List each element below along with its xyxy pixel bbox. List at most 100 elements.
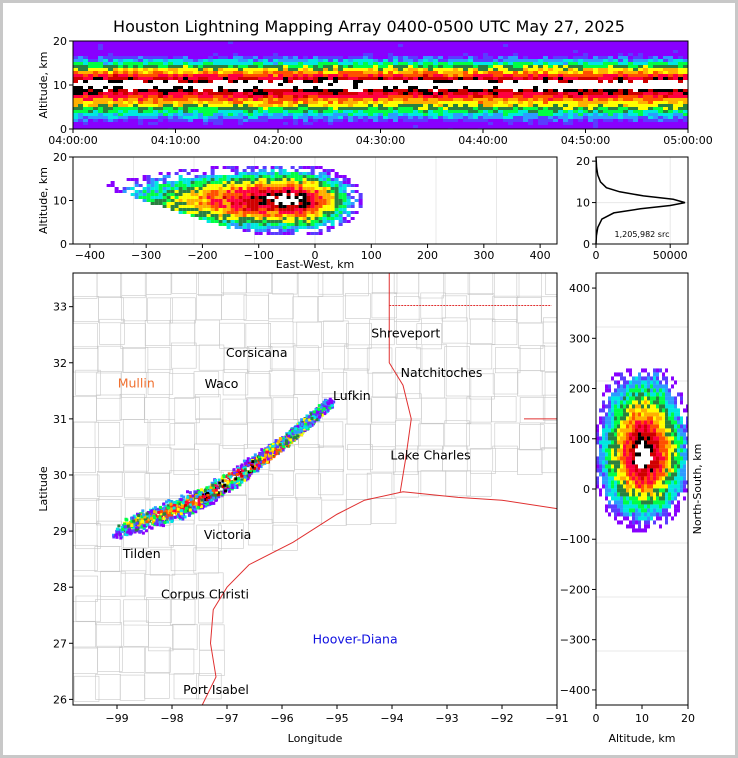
altitude-time-cell [553,110,558,113]
altitude-eastwest-cell [334,190,339,193]
altitude-time-cell [448,80,453,83]
altitude-time-cell [663,68,668,71]
altitude-time-cell [453,110,458,113]
altitude-time-cell [318,86,323,89]
altitude-eastwest-cell [222,223,227,226]
altitude-time-cell [373,71,378,74]
altitude-time-cell [388,59,393,62]
altitude-time-cell [103,59,108,62]
altitude-eastwest-cell [230,199,235,202]
altitude-time-cell [458,50,463,53]
altitude-eastwest-xtick-label: 0 [312,249,319,262]
altitude-eastwest-cell [322,181,327,184]
altitude-time-cell [73,116,78,119]
plan-view-county [196,524,222,551]
altitude-time-cell [618,92,623,95]
altitude-time-cell [178,86,183,89]
plan-view-county [73,675,100,702]
plan-view-county [345,293,371,319]
altitude-time-cell [263,86,268,89]
altitude-time-cell [213,101,218,104]
altitude-time-cell [668,107,673,110]
altitude-time-cell [168,95,173,98]
altitude-eastwest-cell [326,214,331,217]
altitude-time-cell [173,80,178,83]
altitude-time-cell [93,56,98,59]
altitude-eastwest-cell [294,172,299,175]
altitude-time-cell [418,44,423,47]
altitude-time-cell [468,101,473,104]
altitude-time-cell [263,83,268,86]
altitude-time-cell [558,65,563,68]
altitude-time-cell [503,89,508,92]
altitude-time-cell [353,101,358,104]
altitude-histogram-frame [595,156,689,245]
altitude-eastwest-cell [210,169,215,172]
altitude-time-cell [113,122,118,125]
altitude-time-cell [188,41,193,44]
altitude-time-cell [368,41,373,44]
altitude-time-cell [108,65,113,68]
altitude-eastwest-cell [266,187,271,190]
altitude-time-cell [118,122,123,125]
altitude-time-cell [133,116,138,119]
altitude-time-cell [633,122,638,125]
altitude-time-cell [268,113,273,116]
altitude-time-cell [608,86,613,89]
altitude-time-cell [373,41,378,44]
altitude-eastwest-cell [238,196,243,199]
altitude-time-cell [573,92,578,95]
altitude-eastwest-cell [222,214,227,217]
altitude-time-cell [388,101,393,104]
altitude-time-cell [83,119,88,122]
altitude-time-cell [363,95,368,98]
plan-view-county [469,373,495,400]
altitude-time-cell [413,110,418,113]
altitude-time-cell [493,89,498,92]
altitude-time-cell [573,110,578,113]
plan-view-county [543,317,557,344]
altitude-time-cell [148,59,153,62]
altitude-eastwest-cell [338,184,343,187]
altitude-time-cell [178,107,183,110]
altitude-time-cell [158,59,163,62]
altitude-time-cell [603,92,608,95]
altitude-time-cell [438,77,443,80]
altitude-time-cell [378,44,383,47]
altitude-eastwest-cell [290,214,295,217]
altitude-time-cell [418,101,423,104]
altitude-time-cell [603,80,608,83]
altitude-time-cell [468,62,473,65]
altitude-time-cell [598,101,603,104]
altitude-time-cell [628,95,633,98]
altitude-time-cell [673,77,678,80]
altitude-time-cell [363,92,368,95]
altitude-time-cell [383,80,388,83]
altitude-time-cell [493,44,498,47]
altitude-time-cell [273,65,278,68]
altitude-eastwest-cell [198,214,203,217]
altitude-time-cell [568,62,573,65]
altitude-time-cell [73,101,78,104]
plan-view-county [369,319,395,346]
altitude-time-cell [223,65,228,68]
plan-view-county [173,449,199,476]
altitude-time-cell [493,50,498,53]
altitude-time-cell [403,101,408,104]
altitude-time-cell [603,125,608,128]
altitude-time-cell [383,41,388,44]
altitude-eastwest-cell [206,181,211,184]
altitude-time-cell [643,68,648,71]
altitude-time-cell [193,74,198,77]
plan-view-county [149,549,176,576]
altitude-time-cell [243,89,248,92]
altitude-time-cell [143,68,148,71]
altitude-time-cell [398,101,403,104]
altitude-eastwest-cell [214,196,219,199]
altitude-eastwest-cell [110,181,115,184]
altitude-time-cell [238,77,243,80]
altitude-time-cell [423,65,428,68]
altitude-time-cell [518,101,523,104]
altitude-time-cell [538,125,543,128]
altitude-eastwest-cell [182,187,187,190]
